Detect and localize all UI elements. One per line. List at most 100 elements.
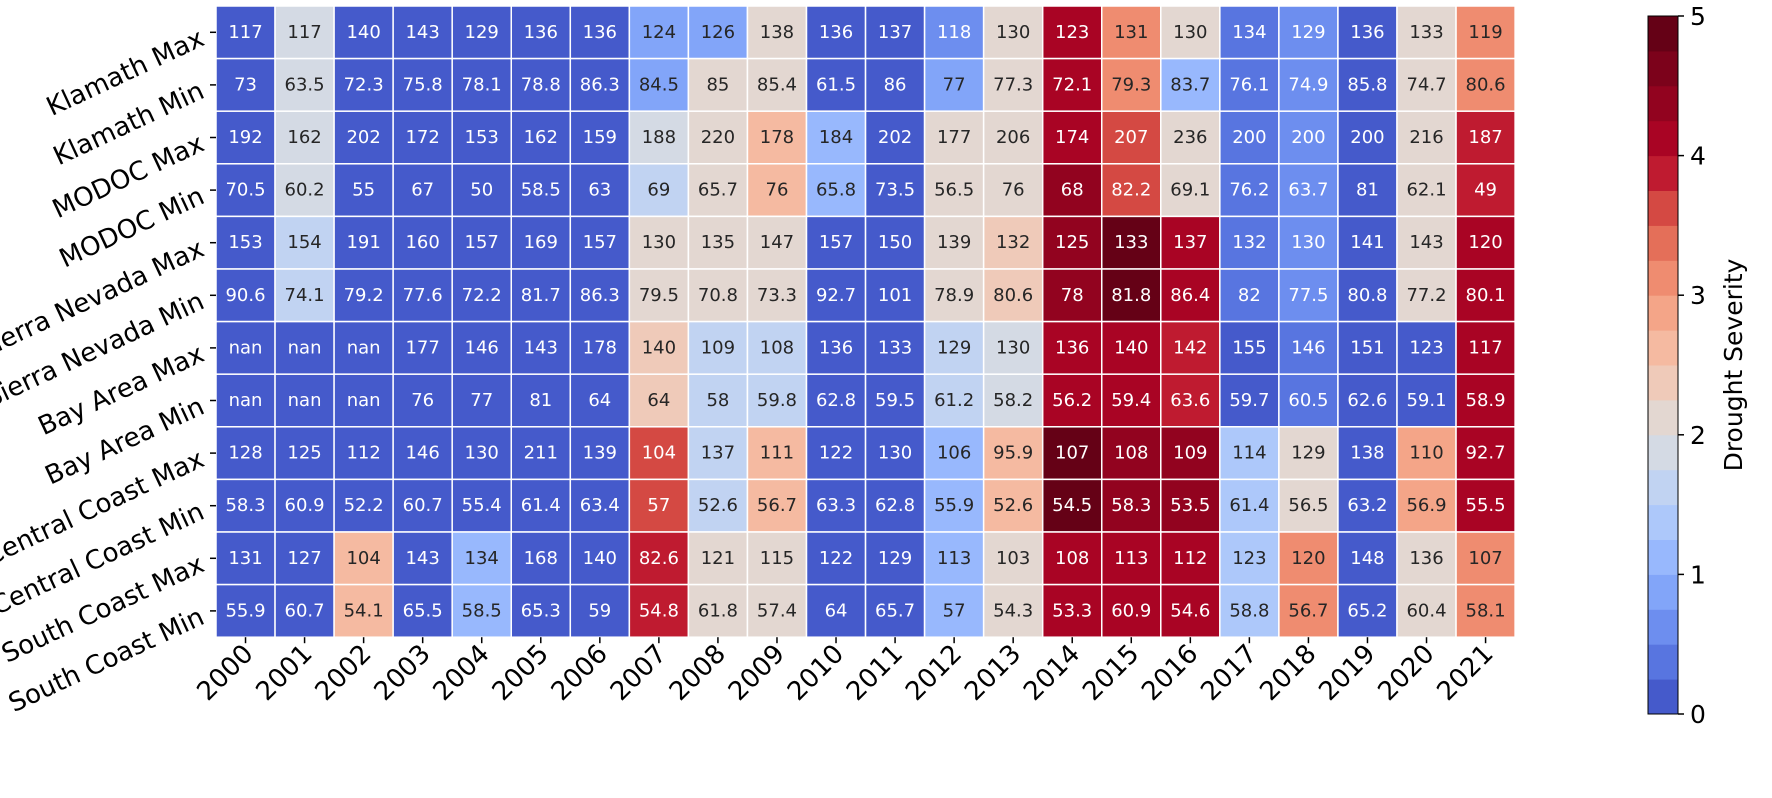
heatmap-cell-r11-c15	[1101, 583, 1162, 638]
colorbar-segment-8	[1648, 399, 1678, 436]
colorbar-tick-label-4: 4	[1690, 142, 1706, 171]
heatmap-cell-r2-c14	[1041, 110, 1103, 165]
heatmap-cell-r7-c1	[274, 373, 335, 428]
colorbar-segment-3	[1648, 574, 1678, 610]
col-label-13: 2013	[959, 639, 1027, 707]
cell-value-r11-c9: 57.4	[757, 600, 797, 621]
heatmap-cell-r10-c18	[1278, 531, 1339, 586]
cell-value-r9-c20: 56.9	[1406, 495, 1446, 516]
heatmap-cell-r8-c20	[1396, 426, 1457, 481]
cell-value-r3-c11: 73.5	[875, 180, 915, 201]
heatmap-cell-r2-c1	[274, 110, 335, 165]
heatmap-cell-r2-c5	[510, 110, 572, 165]
heatmap-cell-r0-c11	[864, 5, 926, 60]
heatmap-cell-r4-c9	[746, 215, 808, 270]
cell-value-r1-c9: 85.4	[757, 74, 797, 95]
cell-value-r5-c2: 79.2	[344, 285, 384, 306]
cell-value-r10-c13: 103	[996, 548, 1030, 569]
heatmap-cell-r7-c5	[510, 373, 572, 428]
heatmap-cell-r10-c5	[510, 531, 572, 586]
heatmap-cells	[215, 5, 1516, 638]
cell-value-r9-c4: 55.4	[462, 495, 502, 516]
colorbar-segment-7	[1648, 434, 1678, 471]
cell-value-r6-c16: 142	[1173, 337, 1207, 358]
heatmap-cell-r8-c19	[1337, 426, 1398, 481]
cell-value-r11-c17: 58.8	[1229, 600, 1269, 621]
colorbar-segment-9	[1648, 365, 1678, 401]
colorbar-segment-17	[1648, 85, 1678, 122]
cell-value-r3-c9: 76	[766, 180, 789, 201]
cell-value-r11-c7: 54.8	[639, 600, 679, 621]
cell-value-r2-c1: 162	[287, 127, 321, 148]
col-label-11: 2011	[841, 639, 909, 707]
cell-value-r7-c3: 76	[411, 390, 434, 411]
cell-value-r4-c9: 147	[760, 232, 794, 253]
heatmap-cell-r7-c13	[982, 373, 1044, 428]
cell-value-r9-c21: 55.5	[1466, 495, 1506, 516]
heatmap-cell-r1-c6	[569, 57, 631, 112]
cell-value-r9-c0: 58.3	[225, 495, 265, 516]
heatmap-cell-r11-c13	[982, 583, 1044, 638]
cell-value-r0-c8: 126	[701, 22, 735, 43]
heatmap-cell-r6-c10	[805, 320, 867, 375]
cell-value-r8-c19: 138	[1350, 443, 1384, 464]
heatmap-cell-r10-c7	[628, 531, 690, 586]
cell-value-r2-c18: 200	[1291, 127, 1325, 148]
col-label-6: 2006	[546, 639, 614, 707]
cell-value-r1-c5: 78.8	[521, 74, 561, 95]
heatmap-cell-r2-c9	[746, 110, 808, 165]
heatmap-cell-r1-c19	[1337, 57, 1398, 112]
cell-value-r1-c19: 85.8	[1347, 74, 1387, 95]
colorbar-segment-2	[1648, 609, 1678, 645]
heatmap-cell-r2-c11	[864, 110, 926, 165]
cell-value-r0-c9: 138	[760, 22, 794, 43]
heatmap-cell-r10-c15	[1101, 531, 1162, 586]
heatmap-cell-r8-c11	[864, 426, 926, 481]
heatmap-cell-r10-c14	[1041, 531, 1103, 586]
cell-value-r8-c11: 130	[878, 443, 912, 464]
col-label-8: 2008	[664, 639, 732, 707]
heatmap-cell-r0-c19	[1337, 5, 1398, 60]
cell-value-r8-c4: 130	[465, 443, 499, 464]
cell-value-r7-c14: 56.2	[1052, 390, 1092, 411]
heatmap-cell-r4-c21	[1455, 215, 1516, 270]
heatmap-cell-r4-c19	[1337, 215, 1398, 270]
cell-value-r6-c7: 140	[642, 337, 676, 358]
col-label-3: 2003	[369, 639, 437, 707]
cell-value-r9-c2: 52.2	[344, 495, 384, 516]
heatmap-cell-r0-c5	[510, 5, 572, 60]
cell-value-r4-c1: 154	[287, 232, 321, 253]
heatmap-cell-r6-c15	[1101, 320, 1162, 375]
colorbar: 0 1 2 3 4 5 Drought Severity	[1647, 2, 1748, 729]
cell-value-r0-c19: 136	[1350, 22, 1384, 43]
cell-value-r4-c15: 133	[1114, 232, 1148, 253]
heatmap-cell-r10-c16	[1160, 531, 1221, 586]
heatmap-cell-r6-c1	[274, 320, 335, 375]
cell-value-r10-c7: 82.6	[639, 548, 679, 569]
colorbar-segment-15	[1648, 155, 1678, 191]
heatmap-cell-r4-c2	[333, 215, 394, 270]
heatmap-cell-r6-c5	[510, 320, 572, 375]
heatmap-cell-r5-c15	[1101, 268, 1162, 323]
heatmap-cell-r3-c3	[392, 163, 453, 218]
col-label-12: 2012	[900, 639, 968, 707]
cell-value-r3-c3: 67	[411, 180, 434, 201]
cell-value-r9-c12: 55.9	[934, 495, 974, 516]
heatmap-cell-r11-c8	[687, 583, 749, 638]
cell-value-r5-c11: 101	[878, 285, 912, 306]
heatmap-cell-r6-c16	[1160, 320, 1221, 375]
heatmap-cell-r1-c4	[451, 57, 513, 112]
cell-value-r5-c1: 74.1	[285, 285, 325, 306]
heatmap-cell-r9-c11	[864, 478, 926, 533]
cell-value-r11-c0: 55.9	[225, 600, 265, 621]
cell-value-r3-c14: 68	[1061, 180, 1084, 201]
colorbar-segment-19	[1648, 16, 1678, 52]
cell-value-r11-c2: 54.1	[344, 600, 384, 621]
heatmap-cell-r3-c0	[215, 163, 276, 218]
heatmap-cell-r9-c15	[1101, 478, 1162, 533]
cell-value-r9-c17: 61.4	[1229, 495, 1269, 516]
colorbar-segment-6	[1648, 469, 1678, 506]
cell-value-r7-c6: 64	[588, 390, 611, 411]
cell-value-r0-c11: 137	[878, 22, 912, 43]
cell-value-r3-c17: 76.2	[1229, 180, 1269, 201]
